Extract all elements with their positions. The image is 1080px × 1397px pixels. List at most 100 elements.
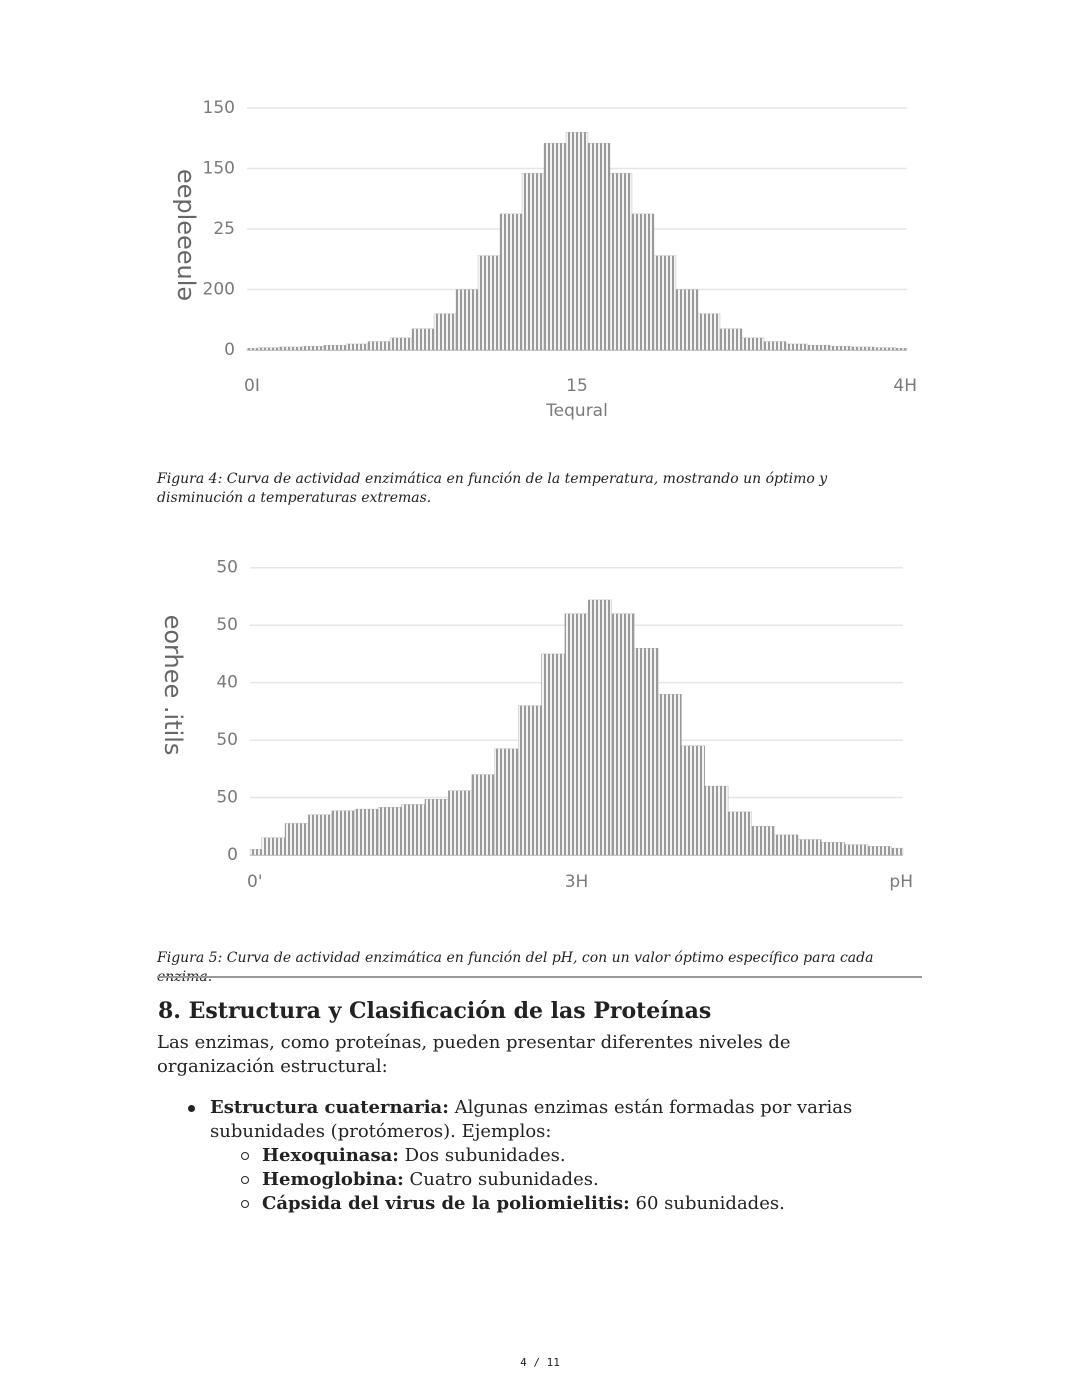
- x-tick-label: 3H: [565, 872, 589, 892]
- bar: [727, 811, 752, 856]
- bar: [697, 313, 721, 351]
- x-tick-label: 0I: [244, 376, 260, 396]
- bar: [261, 837, 286, 856]
- bar: [257, 347, 281, 351]
- bar: [719, 328, 743, 351]
- sub-bullet: Hemoglobina: Cuatro subunidades.: [210, 1168, 930, 1192]
- bar: [675, 289, 699, 351]
- bar: [565, 132, 589, 351]
- bar: [609, 173, 633, 351]
- bar: [587, 142, 611, 351]
- bar: [807, 345, 831, 351]
- bar: [389, 337, 413, 351]
- text: 60 subunidades.: [635, 1193, 785, 1214]
- bar: [774, 834, 799, 856]
- y-axis-label: eepleeeulə: [172, 169, 200, 301]
- bar: [564, 613, 589, 856]
- y-tick-label: 150: [203, 159, 235, 179]
- bar: [308, 814, 332, 856]
- y-axis-label: eorhee .itils: [159, 615, 187, 756]
- bar: [301, 346, 325, 351]
- bar: [424, 799, 449, 856]
- bar: [895, 348, 908, 351]
- y-tick-label: 50: [216, 615, 238, 635]
- y-tick-label: 0: [227, 845, 238, 865]
- bar: [873, 347, 897, 351]
- bar: [331, 810, 356, 856]
- y-tick-label: 50: [216, 558, 238, 578]
- divider: [157, 976, 922, 978]
- bar: [611, 613, 635, 856]
- text: Algunas enzimas están formadas por varia…: [210, 1097, 853, 1142]
- bar: [494, 748, 519, 856]
- paragraph: Las enzimas, como proteínas, pueden pres…: [157, 1032, 791, 1077]
- bar: [588, 599, 612, 856]
- bar: [541, 653, 565, 856]
- caption: Figura 5: Curva de actividad enzimática …: [157, 950, 874, 985]
- bar: [543, 142, 567, 351]
- text: Dos subunidades.: [404, 1145, 566, 1166]
- bar: [867, 846, 892, 856]
- bar: [284, 823, 309, 856]
- bar: [631, 213, 655, 351]
- x-tick-label: 0': [247, 872, 263, 892]
- bar: [246, 348, 259, 351]
- term: Hexoquinasa:: [262, 1145, 399, 1166]
- bar: [471, 774, 496, 856]
- y-tick-label: 50: [216, 788, 238, 808]
- bar: [345, 343, 369, 351]
- term: Estructura cuaternaria:: [210, 1097, 449, 1118]
- bar: [657, 693, 682, 856]
- bar: [829, 346, 853, 351]
- term: Hemoglobina:: [262, 1169, 404, 1190]
- sub-bullet: Cápsida del virus de la poliomielitis: 6…: [210, 1192, 930, 1216]
- bar: [634, 648, 659, 856]
- y-tick-label: 25: [213, 219, 235, 239]
- bar: [521, 173, 545, 351]
- bar: [477, 255, 501, 351]
- x-axis-label: Tequral: [545, 401, 608, 421]
- bar: [751, 826, 775, 856]
- bar: [821, 842, 845, 856]
- y-tick-label: 150: [203, 98, 235, 118]
- text: Cuatro subunidades.: [409, 1169, 599, 1190]
- bar: [448, 790, 472, 856]
- bar: [653, 255, 677, 351]
- x-tick-label: pH: [889, 872, 913, 892]
- bar: [433, 313, 457, 351]
- bar: [499, 213, 523, 351]
- y-tick-label: 40: [216, 673, 238, 693]
- bar: [785, 343, 809, 351]
- bar: [411, 328, 435, 351]
- bar: [249, 849, 262, 856]
- bar: [354, 808, 379, 856]
- bar: [401, 804, 426, 856]
- x-tick-label: 15: [566, 376, 588, 396]
- bar: [367, 341, 391, 351]
- bar: [455, 289, 479, 351]
- caption: Figura 4: Curva de actividad enzimática …: [157, 471, 828, 506]
- bar: [891, 847, 904, 856]
- bar: [518, 705, 542, 856]
- bullet-list: Estructura cuaternaria: Algunas enzimas …: [188, 1096, 930, 1216]
- bar: [763, 341, 787, 351]
- section-heading: 8. Estructura y Clasificación de las Pro…: [158, 998, 712, 1024]
- y-tick-label: 50: [216, 730, 238, 750]
- bar: [378, 807, 402, 856]
- bar: [844, 844, 869, 856]
- x-tick-label: 4H: [893, 376, 917, 396]
- bar: [741, 337, 765, 351]
- bar: [851, 346, 875, 351]
- sub-bullet: Hexoquinasa: Dos subunidades.: [210, 1144, 930, 1168]
- bar: [797, 839, 822, 856]
- bar: [279, 346, 303, 351]
- page-number: 4 / 11: [520, 1356, 560, 1369]
- bar: [323, 345, 347, 351]
- y-tick-label: 0: [224, 340, 235, 360]
- term: Cápsida del virus de la poliomielitis:: [262, 1193, 630, 1214]
- bar: [681, 745, 705, 856]
- bullet: Estructura cuaternaria: Algunas enzimas …: [188, 1096, 930, 1144]
- y-tick-label: 200: [203, 280, 235, 300]
